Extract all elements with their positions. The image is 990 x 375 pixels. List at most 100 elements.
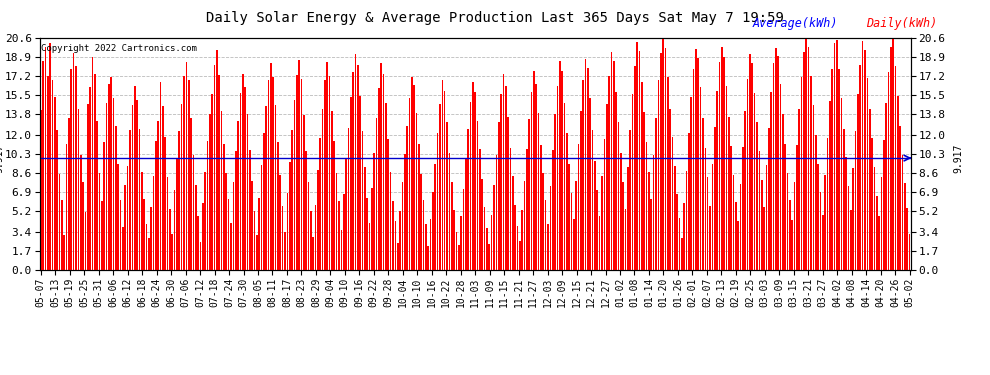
Bar xyxy=(899,126,901,270)
Bar xyxy=(320,138,321,270)
Bar xyxy=(554,114,555,270)
Bar xyxy=(248,150,250,270)
Bar xyxy=(409,99,410,270)
Bar xyxy=(47,76,49,270)
Bar xyxy=(815,135,817,270)
Bar xyxy=(99,173,100,270)
Bar xyxy=(556,86,558,270)
Bar xyxy=(404,154,406,270)
Bar xyxy=(296,75,298,270)
Bar xyxy=(230,223,232,270)
Bar xyxy=(402,182,403,270)
Bar xyxy=(376,118,377,270)
Bar xyxy=(460,216,462,270)
Bar xyxy=(695,49,697,270)
Bar xyxy=(256,235,257,270)
Bar xyxy=(780,84,781,270)
Bar xyxy=(164,137,166,270)
Bar xyxy=(260,165,262,270)
Bar xyxy=(693,69,694,270)
Bar xyxy=(263,134,264,270)
Bar xyxy=(428,246,429,270)
Bar xyxy=(801,77,803,270)
Bar xyxy=(582,80,584,270)
Bar xyxy=(592,130,593,270)
Bar xyxy=(845,157,847,270)
Bar xyxy=(253,211,255,270)
Bar xyxy=(897,96,899,270)
Bar xyxy=(392,201,394,270)
Bar xyxy=(746,79,748,270)
Bar xyxy=(712,164,713,270)
Bar xyxy=(719,62,721,270)
Bar xyxy=(716,90,718,270)
Bar xyxy=(446,122,447,270)
Bar xyxy=(174,190,175,270)
Bar xyxy=(510,148,511,270)
Bar xyxy=(563,103,565,270)
Text: Daily(kWh): Daily(kWh) xyxy=(866,17,938,30)
Bar xyxy=(366,198,368,270)
Bar xyxy=(890,46,892,270)
Bar xyxy=(435,164,437,270)
Bar xyxy=(676,194,678,270)
Bar xyxy=(549,186,551,270)
Bar xyxy=(843,129,844,270)
Bar xyxy=(216,50,218,270)
Bar xyxy=(413,85,415,270)
Bar xyxy=(529,119,530,270)
Bar xyxy=(329,76,331,270)
Bar xyxy=(56,130,58,270)
Bar xyxy=(380,63,382,270)
Bar xyxy=(235,152,237,270)
Bar xyxy=(724,57,725,270)
Bar xyxy=(214,64,216,270)
Bar xyxy=(279,175,281,270)
Bar xyxy=(207,141,208,270)
Bar xyxy=(272,77,274,270)
Bar xyxy=(578,144,579,270)
Bar xyxy=(907,208,908,270)
Bar xyxy=(251,181,252,270)
Bar xyxy=(111,77,112,270)
Bar xyxy=(141,172,143,270)
Bar xyxy=(308,182,309,270)
Bar xyxy=(808,46,810,270)
Bar xyxy=(763,207,765,270)
Bar xyxy=(876,195,877,270)
Bar xyxy=(339,201,340,270)
Bar xyxy=(399,211,401,270)
Bar xyxy=(735,202,737,270)
Bar xyxy=(751,63,753,270)
Bar xyxy=(247,114,248,270)
Bar xyxy=(223,144,225,270)
Bar xyxy=(357,64,358,270)
Bar xyxy=(200,242,201,270)
Bar xyxy=(679,218,680,270)
Bar xyxy=(134,86,136,270)
Bar xyxy=(753,93,755,270)
Bar xyxy=(772,63,774,270)
Bar xyxy=(671,137,673,270)
Bar xyxy=(541,145,542,270)
Bar xyxy=(127,166,129,270)
Bar xyxy=(277,142,279,270)
Bar xyxy=(301,79,302,270)
Bar xyxy=(432,192,434,270)
Bar xyxy=(226,173,227,270)
Bar xyxy=(599,216,601,270)
Bar xyxy=(484,207,485,270)
Bar xyxy=(700,87,702,270)
Text: 9.917: 9.917 xyxy=(953,143,963,173)
Text: Copyright 2022 Cartronics.com: Copyright 2022 Cartronics.com xyxy=(42,45,197,54)
Bar xyxy=(503,74,504,270)
Bar xyxy=(594,160,596,270)
Bar xyxy=(190,118,192,270)
Bar xyxy=(343,194,345,270)
Bar xyxy=(331,111,333,270)
Bar xyxy=(496,155,497,270)
Bar xyxy=(881,177,882,270)
Bar xyxy=(878,216,880,270)
Bar xyxy=(847,186,849,270)
Bar xyxy=(705,148,706,270)
